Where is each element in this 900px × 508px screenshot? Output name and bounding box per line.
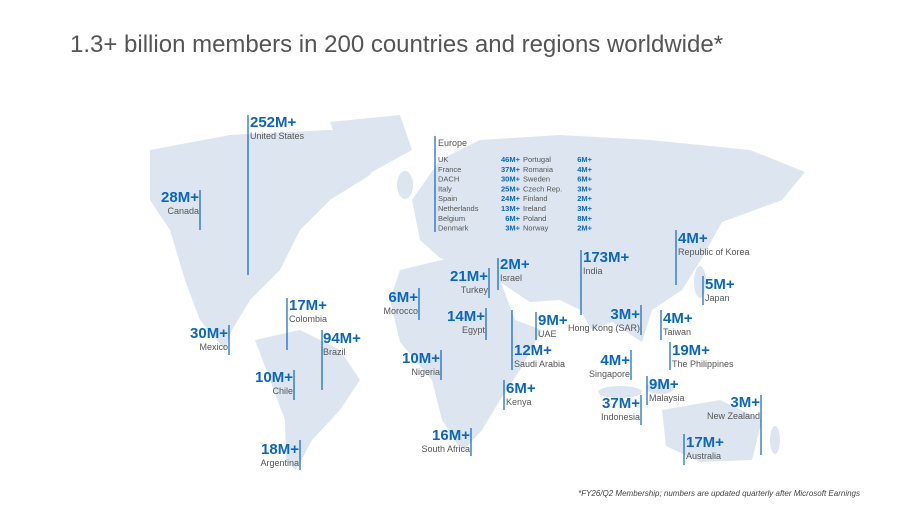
country-name: Romania — [523, 165, 554, 174]
member-count: 3M+ — [577, 204, 592, 213]
country-labels: 252M+United States28M+Canada30M+Mexico17… — [161, 114, 762, 470]
country-name: Norway — [523, 224, 549, 233]
member-count: 17M+ — [289, 297, 327, 314]
europe-heading: Europe — [438, 138, 467, 148]
member-count: 173M+ — [583, 249, 630, 266]
country-name: Netherlands — [438, 204, 479, 213]
member-count: 17M+ — [686, 434, 724, 451]
country-name: Turkey — [461, 285, 489, 295]
member-count: 10M+ — [255, 369, 293, 386]
member-count: 3M+ — [577, 184, 592, 193]
country-name: Ireland — [523, 204, 546, 213]
member-count: 37M+ — [602, 395, 640, 412]
country-name: Italy — [438, 184, 452, 193]
title: 1.3+ billion members in 200 countries an… — [70, 31, 723, 58]
member-count: 6M+ — [505, 214, 520, 223]
country-name: South Africa — [421, 444, 470, 454]
country-name: Argentina — [260, 458, 299, 468]
country-name: Israel — [500, 273, 522, 283]
member-count: 4M+ — [577, 165, 592, 174]
member-count: 2M+ — [577, 224, 592, 233]
member-count: 8M+ — [577, 214, 592, 223]
country-name: Poland — [523, 214, 546, 223]
member-count: 18M+ — [261, 441, 299, 458]
country-name: UAE — [538, 329, 557, 339]
country-name: India — [583, 266, 603, 276]
member-count: 2M+ — [500, 256, 530, 273]
member-count: 94M+ — [323, 330, 361, 347]
member-count: 6M+ — [388, 289, 418, 306]
country-name: France — [438, 165, 461, 174]
member-count: 21M+ — [450, 268, 488, 285]
country-name: Spain — [438, 194, 457, 203]
country-name: DACH — [438, 175, 459, 184]
member-count: 12M+ — [514, 342, 552, 359]
member-count: 252M+ — [250, 114, 297, 131]
country-name: Malaysia — [649, 393, 685, 403]
member-count: 5M+ — [705, 276, 735, 293]
country-name: Singapore — [589, 369, 630, 379]
member-count: 3M+ — [505, 224, 520, 233]
member-count: 13M+ — [501, 204, 521, 213]
member-count: 28M+ — [161, 189, 199, 206]
country-name: Taiwan — [663, 327, 691, 337]
member-count: 37M+ — [501, 165, 521, 174]
country-name: Australia — [686, 451, 721, 461]
member-count: 30M+ — [501, 175, 521, 184]
country-name: Kenya — [506, 397, 532, 407]
member-count: 9M+ — [538, 312, 568, 329]
europe-box: Europe UK 46M+ Portugal 6M+ France 37M+ Romania… — [434, 136, 593, 233]
member-count: 30M+ — [190, 325, 228, 342]
country-name: New Zealand — [707, 411, 760, 421]
country-name: Portugal — [523, 155, 551, 164]
member-count: 9M+ — [649, 376, 679, 393]
member-count: 3M+ — [610, 306, 640, 323]
country-name: Indonesia — [601, 412, 640, 422]
country-name: Hong Kong (SAR) — [568, 323, 640, 333]
country-name: Egypt — [462, 325, 486, 335]
country-name: Chile — [272, 386, 293, 396]
country-name: The Philippines — [672, 359, 734, 369]
member-count: 4M+ — [663, 310, 693, 327]
member-count: 25M+ — [501, 184, 521, 193]
footnote: *FY26/Q2 Membership; numbers are updated… — [578, 489, 860, 498]
member-count: 46M+ — [501, 155, 521, 164]
country-name: Mexico — [199, 342, 228, 352]
country-name: Sweden — [523, 175, 550, 184]
country-name: Colombia — [289, 314, 327, 324]
country-name: UK — [438, 155, 448, 164]
member-count: 2M+ — [577, 194, 592, 203]
country-name: Denmark — [438, 224, 469, 233]
member-count: 24M+ — [501, 194, 521, 203]
country-name: Belgium — [438, 214, 465, 223]
member-count: 6M+ — [506, 380, 536, 397]
country-name: Japan — [705, 293, 730, 303]
member-count: 6M+ — [577, 155, 592, 164]
member-count: 10M+ — [402, 350, 440, 367]
country-name: Finland — [523, 194, 548, 203]
member-count: 4M+ — [678, 230, 708, 247]
member-count: 6M+ — [577, 175, 592, 184]
world-map — [150, 115, 805, 470]
member-count: 19M+ — [672, 342, 710, 359]
member-count: 16M+ — [432, 427, 470, 444]
member-count: 14M+ — [447, 308, 485, 325]
member-count: 3M+ — [730, 394, 760, 411]
country-name: Brazil — [323, 347, 346, 357]
country-name: Republic of Korea — [678, 247, 750, 257]
country-name: Morocco — [383, 306, 418, 316]
country-name: Saudi Arabia — [514, 359, 565, 369]
country-name: Canada — [167, 206, 199, 216]
country-name: United States — [250, 131, 305, 141]
country-name: Nigeria — [411, 367, 440, 377]
country-name: Czech Rep. — [523, 184, 562, 193]
member-count: 4M+ — [600, 352, 630, 369]
